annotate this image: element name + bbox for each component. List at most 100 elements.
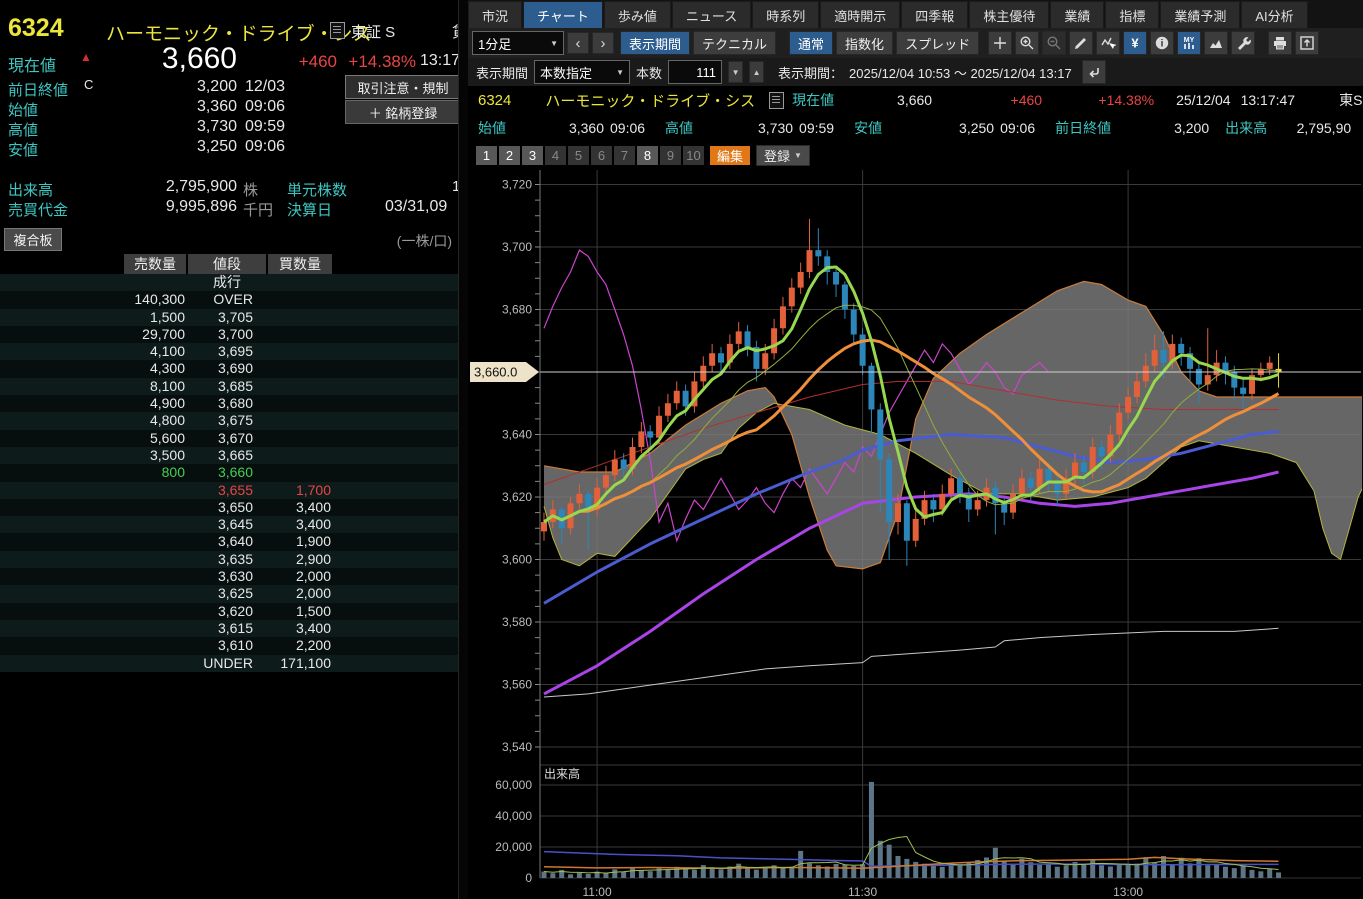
order-book-row[interactable]: 3,630 2,000 [0, 568, 458, 586]
normal-mode-button[interactable]: 通常 [789, 31, 834, 55]
volume-bar [798, 850, 804, 878]
my-indicators-icon[interactable]: MY [1177, 31, 1202, 55]
tab-5[interactable]: 時系列 [752, 1, 820, 28]
tab-4[interactable]: ニュース [671, 1, 752, 28]
order-book-row[interactable]: 3,645 3,400 [0, 516, 458, 534]
order-book-row[interactable]: 3,620 1,500 [0, 602, 458, 620]
order-book-row[interactable]: 3,610 2,200 [0, 637, 458, 655]
order-book-row[interactable]: 5,600 3,670 [0, 429, 458, 447]
chart-page-button-9[interactable]: 9 [660, 146, 681, 165]
chart-page-button-3[interactable]: 3 [522, 146, 543, 165]
tab-7[interactable]: 四季報 [901, 1, 969, 28]
order-book-row[interactable]: 3,655 1,700 [0, 481, 458, 499]
order-book-row[interactable]: 3,625 2,000 [0, 585, 458, 603]
candle-body [1231, 372, 1238, 388]
yen-icon[interactable]: ¥ [1123, 31, 1148, 55]
chart-vol-clipped: 2,795,90 [1296, 120, 1352, 136]
order-book-row[interactable]: 3,500 3,665 [0, 446, 458, 465]
order-book-row[interactable]: 4,900 3,680 [0, 395, 458, 413]
tab-8[interactable]: 株主優待 [969, 1, 1050, 28]
chart-page-button-2[interactable]: 2 [499, 146, 520, 165]
trade-caution-button[interactable]: 取引注意・規制 [345, 75, 458, 99]
tab-1[interactable]: 市況 [468, 1, 523, 28]
chart-area[interactable]: 11:00 11:30 13:00 3,720 3,700 3,680 3,640 3,620… [468, 168, 1363, 899]
volume-ma-fast-line [543, 835, 1279, 874]
order-book-row[interactable]: 29,700 3,700 [0, 325, 458, 344]
chart-page-button-5[interactable]: 5 [568, 146, 589, 165]
count-increment-button[interactable]: ▲ [749, 61, 765, 83]
order-book-row[interactable]: 成行 [0, 274, 458, 292]
zoom-out-icon[interactable] [1042, 31, 1067, 55]
chart-page-button-10[interactable]: 10 [683, 146, 704, 165]
prev-close-flag: C [84, 77, 94, 92]
open-time: 09:06 [245, 98, 286, 115]
spread-mode-button[interactable]: スプレッド [896, 31, 980, 55]
count-input[interactable]: 111 [668, 60, 723, 84]
tab-9[interactable]: 業績 [1050, 1, 1105, 28]
tab-12[interactable]: AI分析 [1241, 1, 1308, 28]
reset-period-button[interactable] [1081, 60, 1106, 84]
candle-body [1125, 397, 1132, 413]
order-book-row[interactable]: 3,650 3,400 [0, 498, 458, 517]
order-book-row[interactable]: 3,640 1,900 [0, 533, 458, 551]
order-book-row[interactable]: 4,800 3,675 [0, 412, 458, 430]
volume-bar [1116, 863, 1122, 878]
composite-board-button[interactable]: 複合板 [4, 228, 62, 251]
next-period-button[interactable]: › [592, 32, 614, 54]
tab-11[interactable]: 業績予測 [1160, 1, 1241, 28]
count-mode-select[interactable]: 本数指定 ▼ [534, 60, 631, 84]
turnover-value: 9,995,896 [165, 198, 237, 215]
order-book-row[interactable]: 1,500 3,705 [0, 308, 458, 326]
print-icon[interactable] [1268, 31, 1293, 55]
order-book-row[interactable]: UNDER 171,100 [0, 654, 458, 672]
chart-page-button-4[interactable]: 4 [545, 146, 566, 165]
volume-bar [1125, 865, 1131, 878]
order-book-row[interactable]: 3,635 2,900 [0, 550, 458, 569]
order-book-row[interactable]: 3,615 3,400 [0, 619, 458, 638]
candle-body [541, 522, 547, 532]
technical-button[interactable]: テクニカル [693, 31, 777, 55]
trendline-cursor-icon[interactable] [1096, 31, 1121, 55]
price-chart[interactable]: 11:00 11:30 13:00 3,720 3,700 3,680 3,640 3,620… [468, 168, 1363, 899]
prev-period-button[interactable]: ‹ [567, 32, 589, 54]
chart-page-button-6[interactable]: 6 [591, 146, 612, 165]
order-book-row[interactable]: 140,300 OVER [0, 291, 458, 309]
interval-select[interactable]: 1分足 ▼ [472, 31, 564, 55]
range-value: 2025/12/04 10:53 ～ 2025/12/04 13:17 [849, 65, 1072, 81]
display-period-button[interactable]: 表示期間 [620, 31, 691, 55]
indexed-mode-button[interactable]: 指数化 [836, 31, 894, 55]
order-book-row[interactable]: 8,100 3,685 [0, 377, 458, 396]
icon-strip: ¥ i MY [988, 31, 1320, 55]
chart-page-button-7[interactable]: 7 [614, 146, 635, 165]
period-toolbar: 表示期間 本数指定 ▼ 本数 111 ▼ ▲ 表示期間： 2025/12/04 … [468, 58, 1363, 86]
volume-pane-label: 出来高 [544, 766, 580, 781]
chart-open: 3,360 [568, 120, 604, 136]
volume-bar [957, 865, 963, 878]
candle-body [1133, 381, 1140, 397]
candle-body [1054, 481, 1061, 494]
pencil-icon[interactable] [1069, 31, 1094, 55]
add-watchlist-button[interactable]: ＋ 銘柄登録 [345, 100, 458, 124]
export-icon[interactable] [1295, 31, 1320, 55]
register-button[interactable]: 登録 ▼ [756, 145, 810, 166]
chart-page-button-8[interactable]: 8 [637, 146, 658, 165]
zoom-in-icon[interactable] [1015, 31, 1040, 55]
chart-date: 25/12/04 [1176, 92, 1231, 108]
order-book-row[interactable]: 4,300 3,690 [0, 360, 458, 378]
candle-body [762, 353, 769, 369]
tab-2[interactable]: チャート [523, 1, 603, 28]
current-price-value: 3,660 [161, 42, 237, 75]
volume-bar [1178, 857, 1184, 878]
crosshair-icon[interactable] [988, 31, 1013, 55]
chart-page-button-1[interactable]: 1 [476, 146, 497, 165]
tab-6[interactable]: 適時開示 [820, 1, 901, 28]
area-chart-icon[interactable] [1204, 31, 1229, 55]
edit-button[interactable]: 編集 [710, 146, 751, 165]
count-decrement-button[interactable]: ▼ [728, 61, 744, 83]
settings-wrench-icon[interactable] [1231, 31, 1256, 55]
order-book-row[interactable]: 800 3,660 [0, 464, 458, 482]
tab-10[interactable]: 指標 [1105, 1, 1160, 28]
info-icon[interactable]: i [1150, 31, 1175, 55]
order-book-row[interactable]: 4,100 3,695 [0, 343, 458, 361]
tab-3[interactable]: 歩み値 [603, 1, 671, 28]
